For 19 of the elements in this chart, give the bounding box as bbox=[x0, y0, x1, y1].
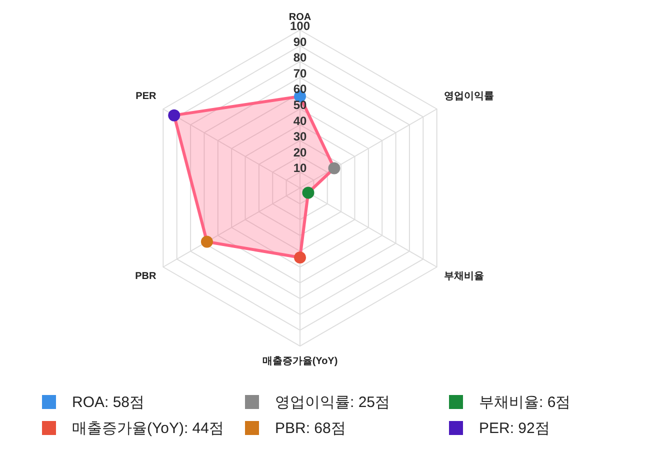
y-tick-label: 90 bbox=[293, 34, 307, 49]
y-tick-label: 70 bbox=[293, 66, 307, 80]
y-tick-label: 40 bbox=[293, 114, 307, 128]
y-tick-label: 20 bbox=[293, 145, 307, 160]
text: 영업이익률: 25점 bbox=[275, 392, 390, 412]
text: PER: 92점 bbox=[479, 418, 550, 438]
spoke-label: PER bbox=[136, 91, 158, 102]
spoke-label: 부채비율 bbox=[444, 271, 484, 282]
spoke-label: 영업이익률 bbox=[444, 91, 494, 102]
text: ROA: 58점 bbox=[72, 392, 145, 412]
spoke-label: 매출증가율(YoY) bbox=[262, 356, 338, 367]
text: 매출증가율(YoY): 44점 bbox=[72, 418, 224, 438]
spoke-label: PBR bbox=[135, 271, 158, 282]
y-tick-label: 80 bbox=[293, 50, 307, 65]
text: 부채비율: 6점 bbox=[479, 392, 571, 412]
y-tick-label: 50 bbox=[293, 98, 307, 112]
y-tick-label: 10 bbox=[293, 161, 307, 176]
y-tick-label: 30 bbox=[293, 130, 307, 144]
text: PBR: 68점 bbox=[275, 418, 346, 438]
